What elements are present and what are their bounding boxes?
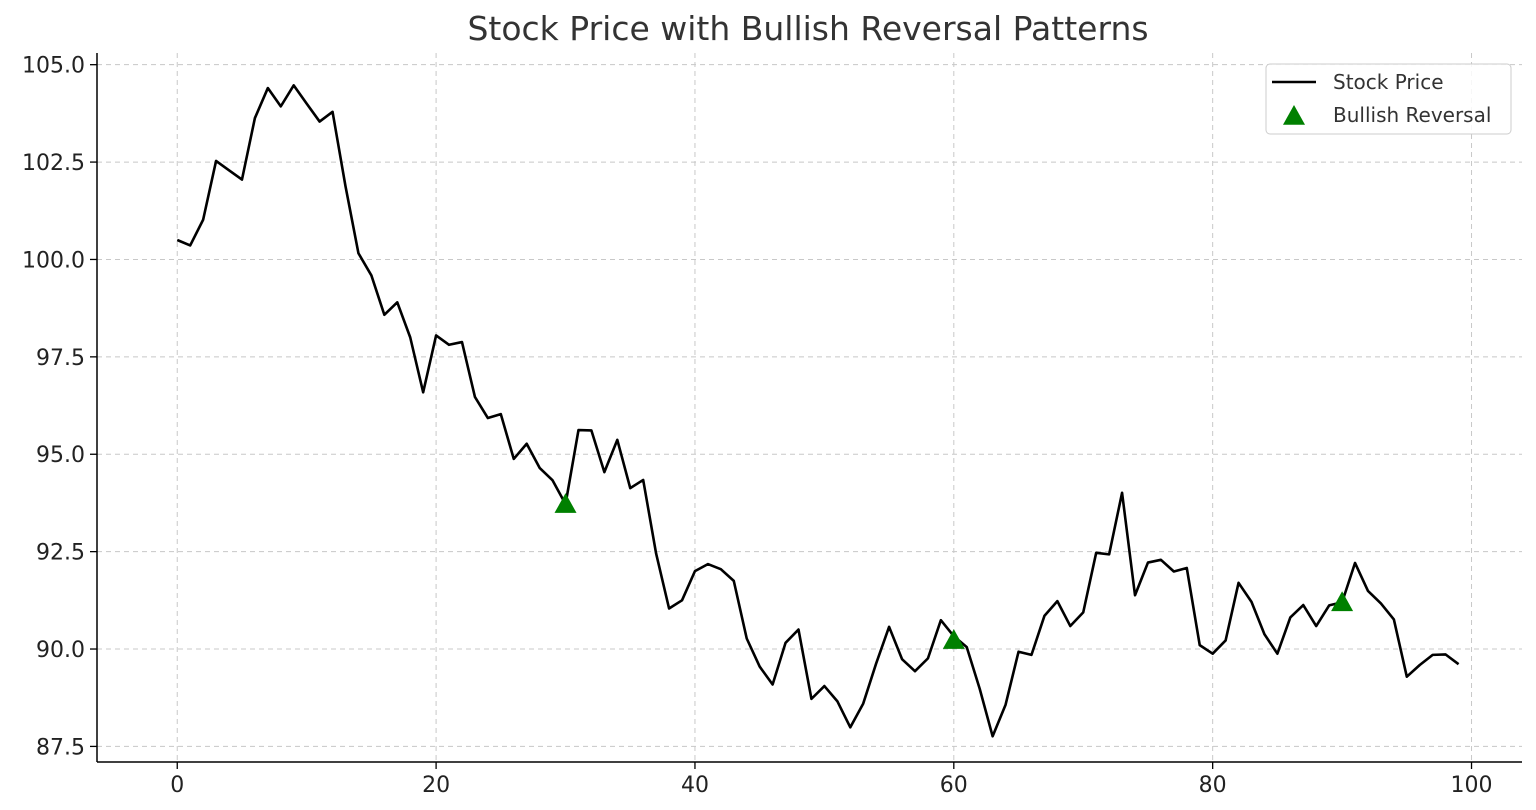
y-tick-label: 100.0 bbox=[22, 248, 85, 273]
y-tick-label: 90.0 bbox=[36, 638, 85, 663]
grid-lines bbox=[97, 53, 1522, 762]
legend: Stock Price Bullish Reversal bbox=[1265, 63, 1512, 135]
bullish-reversal-marker bbox=[1331, 591, 1354, 612]
bullish-reversal-marker bbox=[942, 629, 965, 649]
x-tick-label: 80 bbox=[1199, 773, 1227, 798]
bullish-reversal-marker bbox=[554, 493, 577, 513]
y-tick-label: 97.5 bbox=[36, 346, 85, 371]
tick-labels: 0 20 40 60 80 100 87.5 90.0 92.5 95.0 97.5 100.0 102… bbox=[22, 54, 1493, 798]
x-tick-label: 40 bbox=[681, 773, 709, 798]
y-tick-label: 105.0 bbox=[22, 54, 85, 79]
y-tick-label: 87.5 bbox=[36, 735, 85, 760]
legend-label-bullish-reversal: Bullish Reversal bbox=[1333, 103, 1491, 127]
legend-label-stock-price: Stock Price bbox=[1333, 70, 1444, 94]
stock-price-line bbox=[176, 84, 1460, 738]
y-tick-label: 95.0 bbox=[36, 443, 85, 468]
y-tick-label: 92.5 bbox=[36, 541, 85, 566]
legend-triangle-swatch bbox=[1283, 105, 1305, 125]
axes bbox=[96, 53, 1522, 763]
x-tick-label: 60 bbox=[940, 773, 968, 798]
chart-title: Stock Price with Bullish Reversal Patter… bbox=[467, 9, 1148, 48]
x-tick-label: 0 bbox=[170, 773, 184, 798]
legend-box bbox=[1265, 63, 1512, 135]
x-tick-label: 20 bbox=[422, 773, 450, 798]
plot-area bbox=[176, 84, 1460, 738]
x-tick-label: 100 bbox=[1451, 773, 1493, 798]
y-tick-label: 102.5 bbox=[22, 151, 85, 176]
